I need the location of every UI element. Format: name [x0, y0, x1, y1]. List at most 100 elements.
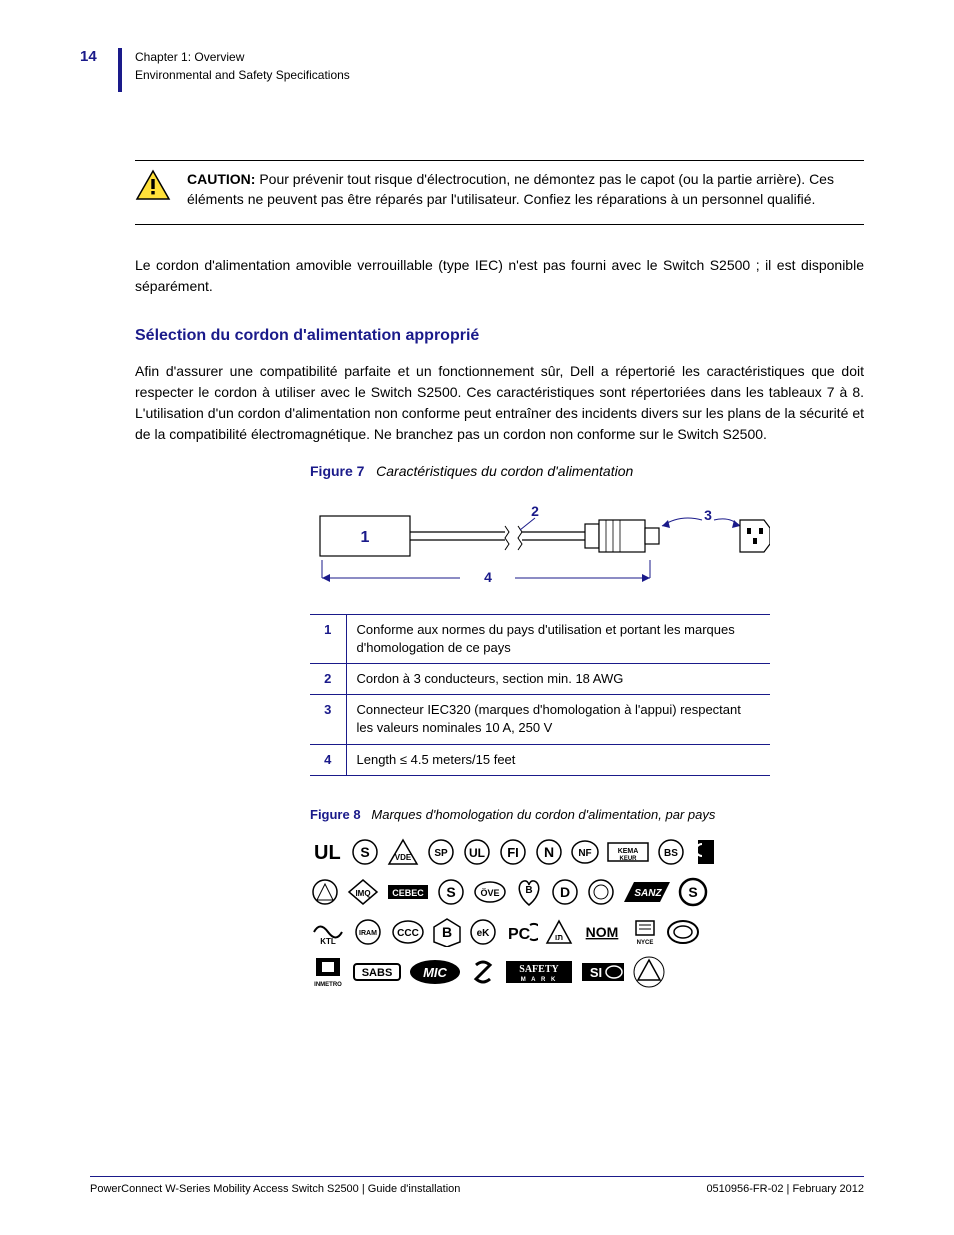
mic-mark-icon: MIC	[408, 955, 462, 989]
page-number: 14	[80, 48, 97, 65]
spec-row-num: 1	[310, 614, 346, 663]
ktl-mark-icon: KTL	[310, 915, 346, 949]
figure-label-4: 4	[484, 569, 492, 585]
ccc-mark-icon: CCC	[390, 915, 426, 949]
s-circle-mark-icon: S	[436, 875, 466, 909]
svg-text:N: N	[544, 844, 554, 860]
svg-text:KTL: KTL	[320, 937, 336, 946]
svg-text:NOM: NOM	[586, 924, 619, 940]
d-mark-icon: D	[550, 875, 580, 909]
caution-body: Pour prévenir tout risque d'électrocutio…	[187, 171, 834, 207]
spec-row-num: 4	[310, 744, 346, 775]
pct-mark-icon: PC	[504, 915, 538, 949]
svg-text:SP: SP	[434, 848, 448, 859]
caution-callout: CAUTION: Pour prévenir tout risque d'éle…	[135, 160, 864, 225]
figure-caption: Figure 7 Caractéristiques du cordon d'al…	[310, 461, 864, 482]
svg-text:SANZ: SANZ	[634, 888, 662, 899]
b-mark-icon: B	[432, 915, 462, 949]
marks-row: KTL IRAM CCC B eK PC תו NOM NYCE	[310, 915, 864, 949]
svg-text:NYCE: NYCE	[637, 940, 654, 946]
chapter-label: Chapter 1: Overview	[135, 48, 350, 66]
bs-mark-icon: BS	[656, 835, 686, 869]
ul-circle-mark-icon: UL	[462, 835, 492, 869]
svg-text:B: B	[442, 924, 452, 940]
agency-marks-block: Figure 8 Marques d'homologation du cordo…	[310, 806, 864, 989]
svg-text:IMQ: IMQ	[355, 889, 370, 898]
cord-section-paragraph: Afin d'assurer une compatibilité parfait…	[135, 361, 864, 445]
svg-text:KEUR: KEUR	[619, 856, 637, 862]
ek-mark-icon: eK	[468, 915, 498, 949]
svg-text:NF: NF	[578, 848, 591, 859]
svg-text:תו: תו	[555, 933, 563, 942]
agency-caption-text: Marques d'homologation du cordon d'alime…	[371, 807, 715, 822]
table-row: 2 Cordon à 3 conducteurs, section min. 1…	[310, 663, 770, 694]
nom-mark-icon: NOM	[580, 915, 624, 949]
demko-mark-icon	[586, 875, 616, 909]
svg-text:INMETRO: INMETRO	[314, 982, 342, 988]
inmetro-mark-icon: INMETRO	[310, 955, 346, 989]
spec-row-text: Cordon à 3 conducteurs, section min. 18 …	[346, 663, 770, 694]
warning-icon	[135, 169, 171, 206]
availability-paragraph: Le cordon d'alimentation amovible verrou…	[135, 255, 864, 297]
svg-text:SABS: SABS	[362, 967, 393, 979]
heart-mark-icon: B	[514, 875, 544, 909]
sanz-mark-icon: SANZ	[622, 875, 672, 909]
ul-mark-icon: UL	[310, 835, 344, 869]
svg-text:BS: BS	[664, 848, 678, 859]
spec-row-num: 3	[310, 695, 346, 744]
bsmi-mark-icon	[666, 915, 700, 949]
page-header: Chapter 1: Overview Environmental and Sa…	[135, 48, 350, 84]
marks-row: UL S VDE SP UL FI N NF KEMAKEUR BS	[310, 835, 864, 869]
svg-text:SAFETY: SAFETY	[519, 964, 559, 975]
tri-mark-icon: תו	[544, 915, 574, 949]
svg-text:UL: UL	[314, 842, 341, 864]
ce-mark-icon	[692, 835, 720, 869]
figure-caption-text: Caractéristiques du cordon d'alimentatio…	[376, 463, 633, 479]
figure-label-2: 2	[531, 506, 539, 519]
agency-caption-prefix: Figure 8	[310, 807, 361, 822]
svg-text:PC: PC	[508, 926, 531, 943]
svg-text:S: S	[688, 884, 697, 900]
tuv-mark-icon	[632, 955, 666, 989]
vde-mark-icon: VDE	[386, 835, 420, 869]
marks-row: IMQ CEBEC S ÖVE B D SANZ S	[310, 875, 864, 909]
header-accent-bar	[118, 48, 122, 92]
footer-right: 0510956-FR-02 | February 2012	[706, 1183, 864, 1195]
kema-mark-icon: KEMAKEUR	[606, 835, 650, 869]
agency-marks-grid: UL S VDE SP UL FI N NF KEMAKEUR BS IMQ C…	[310, 835, 864, 989]
svg-text:S: S	[360, 844, 369, 860]
power-cord-figure: 1 2 3	[310, 506, 864, 596]
fi-mark-icon: FI	[498, 835, 528, 869]
spec-row-text: Length ≤ 4.5 meters/15 feet	[346, 744, 770, 775]
svg-text:B: B	[525, 885, 532, 896]
figure-label-3: 3	[704, 507, 712, 523]
cord-section-heading: Sélection du cordon d'alimentation appro…	[135, 327, 864, 345]
spec-row-text: Connecteur IEC320 (marques d'homologatio…	[346, 695, 770, 744]
footer-left: PowerConnect W-Series Mobility Access Sw…	[90, 1183, 460, 1195]
iram-mark-icon: IRAM	[352, 915, 384, 949]
svg-text:MIC: MIC	[423, 965, 447, 980]
page-footer: PowerConnect W-Series Mobility Access Sw…	[90, 1176, 864, 1195]
svg-text:IRAM: IRAM	[359, 930, 377, 937]
spec-row-text: Conforme aux normes du pays d'utilisatio…	[346, 614, 770, 663]
marks-row: INMETRO SABS MIC SAFETYM A R K SI	[310, 955, 864, 989]
nf-mark-icon: NF	[570, 835, 600, 869]
svg-text:ÖVE: ÖVE	[480, 888, 499, 898]
s3-mark-icon	[468, 955, 498, 989]
svg-text:eK: eK	[477, 928, 491, 939]
svg-text:CEBEC: CEBEC	[392, 888, 424, 898]
section-label: Environmental and Safety Specifications	[135, 66, 350, 84]
s-mark-icon: S	[350, 835, 380, 869]
ove2-mark-icon: ÖVE	[472, 875, 508, 909]
svg-text:VDE: VDE	[395, 853, 412, 862]
figure-caption-prefix: Figure 7	[310, 463, 364, 479]
svg-text:UL: UL	[469, 846, 485, 860]
figure-label-1: 1	[361, 529, 370, 546]
svg-text:CCC: CCC	[397, 928, 419, 939]
ove-mark-icon	[310, 875, 340, 909]
csa-mark-icon: SP	[426, 835, 456, 869]
svg-text:D: D	[560, 884, 570, 900]
svg-text:SI: SI	[590, 965, 602, 980]
caution-text: CAUTION: Pour prévenir tout risque d'éle…	[187, 169, 864, 210]
cebec-mark-icon: CEBEC	[386, 875, 430, 909]
